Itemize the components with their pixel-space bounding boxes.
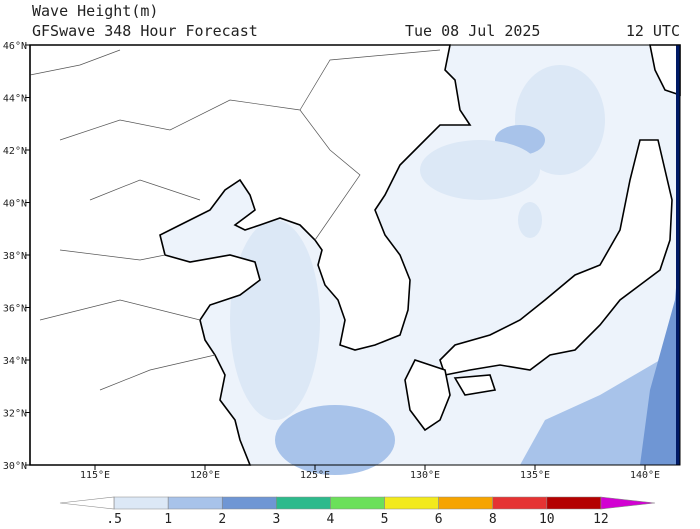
lat-label: 36°N bbox=[3, 304, 27, 315]
lat-label: 38°N bbox=[3, 251, 27, 262]
colorbar-segment bbox=[384, 496, 439, 510]
time: 12 UTC bbox=[626, 22, 680, 40]
lon-label: 125°E bbox=[300, 470, 330, 481]
colorbar-label: 5 bbox=[381, 512, 389, 525]
colorbar-segment bbox=[600, 496, 656, 510]
colorbar-label: 10 bbox=[539, 512, 555, 525]
lon-label: 115°E bbox=[80, 470, 110, 481]
lon-label: 140°E bbox=[630, 470, 660, 481]
lat-label: 32°N bbox=[3, 409, 27, 420]
lat-label: 44°N bbox=[3, 94, 27, 105]
wave-area bbox=[230, 220, 320, 420]
lon-label: 120°E bbox=[190, 470, 220, 481]
edge-strip bbox=[676, 45, 680, 465]
colorbar-label: 2 bbox=[218, 512, 226, 525]
colorbar-segment bbox=[276, 496, 331, 510]
colorbar-segment bbox=[330, 496, 385, 510]
wave-area bbox=[420, 140, 540, 200]
lat-label: 46°N bbox=[3, 41, 27, 52]
colorbar-label: 1 bbox=[164, 512, 172, 525]
wave-area bbox=[275, 405, 395, 475]
axes: 115°E 120°E 125°E 130°E 135°E 140°E 46°N 44°N 42… bbox=[3, 41, 660, 481]
colorbar-segment bbox=[546, 496, 602, 510]
lon-label: 135°E bbox=[520, 470, 550, 481]
colorbar-label: 6 bbox=[435, 512, 443, 525]
colorbar-segment bbox=[221, 496, 277, 510]
colorbar-label: 3 bbox=[272, 512, 280, 525]
lon-label: 130°E bbox=[410, 470, 440, 481]
subtitle: GFSwave 348 Hour Forecast bbox=[32, 22, 258, 40]
colorbar-segment bbox=[113, 496, 169, 510]
wave-area bbox=[640, 240, 680, 465]
wave-area bbox=[518, 202, 542, 238]
colorbar: .5 1 2 3 4 5 6 8 10 12 bbox=[59, 496, 656, 527]
colorbar-segment bbox=[492, 496, 548, 510]
colorbar-label: 12 bbox=[593, 512, 609, 525]
colorbar-label: 4 bbox=[327, 512, 335, 525]
colorbar-label: .5 bbox=[106, 512, 122, 525]
colorbar-segment bbox=[438, 496, 494, 510]
lat-label: 30°N bbox=[3, 461, 27, 472]
lat-label: 40°N bbox=[3, 199, 27, 210]
colorbar-segment bbox=[59, 496, 115, 510]
honshu bbox=[439, 139, 673, 376]
lat-label: 42°N bbox=[3, 146, 27, 157]
date: Tue 08 Jul 2025 bbox=[405, 22, 540, 40]
continent bbox=[29, 44, 472, 466]
lat-label: 34°N bbox=[3, 356, 27, 367]
shikoku bbox=[453, 374, 497, 396]
colorbar-label: 8 bbox=[489, 512, 497, 525]
colorbar-segment bbox=[167, 496, 223, 510]
border bbox=[29, 49, 441, 391]
kyushu bbox=[404, 359, 451, 432]
title: Wave Height(m) bbox=[32, 2, 158, 20]
wave-area bbox=[520, 330, 680, 465]
map bbox=[29, 44, 681, 475]
